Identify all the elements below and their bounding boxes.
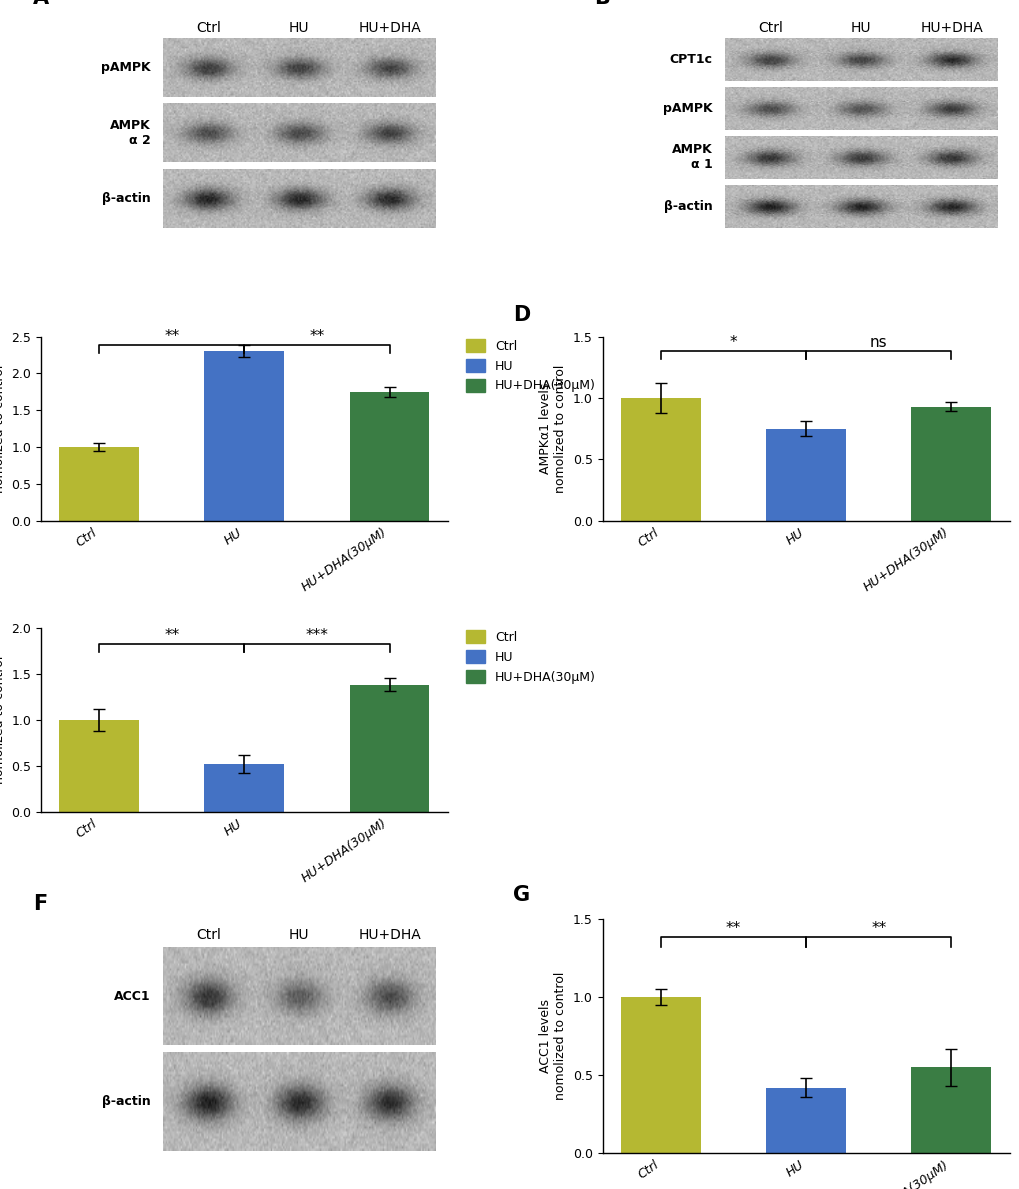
Text: ns: ns	[869, 335, 887, 351]
Bar	[204, 351, 284, 521]
Legend: Ctrl, HU, HU+DHA(30μM): Ctrl, HU, HU+DHA(30μM)	[466, 630, 595, 684]
Text: CPT1c: CPT1c	[668, 52, 712, 65]
Y-axis label: ACC1 levels
nomolized to control: ACC1 levels nomolized to control	[539, 971, 567, 1100]
Text: β-actin: β-actin	[663, 200, 712, 213]
Bar	[204, 765, 284, 812]
Text: pAMPK: pAMPK	[101, 61, 151, 74]
Legend: Ctrl, HU, HU+DHA(30μM): Ctrl, HU, HU+DHA(30μM)	[466, 339, 595, 392]
Text: Ctrl: Ctrl	[196, 929, 221, 942]
Text: D: D	[513, 306, 530, 326]
Text: pAMPK: pAMPK	[662, 102, 712, 115]
Bar	[350, 392, 429, 521]
Text: B: B	[594, 0, 609, 7]
Text: **: **	[870, 921, 886, 936]
Y-axis label: AMPKα2 levels
nomolized to control: AMPKα2 levels nomolized to control	[0, 365, 5, 493]
Text: F: F	[33, 894, 47, 914]
Bar	[621, 996, 700, 1153]
Bar	[621, 398, 700, 521]
Text: A: A	[33, 0, 49, 7]
Text: **: **	[309, 329, 324, 345]
Text: β-actin: β-actin	[102, 191, 151, 205]
Bar	[59, 719, 139, 812]
Text: Ctrl: Ctrl	[196, 20, 221, 34]
Text: HU+DHA: HU+DHA	[359, 20, 421, 34]
Text: **: **	[726, 921, 741, 936]
Text: **: **	[164, 329, 179, 345]
Text: HU: HU	[288, 929, 310, 942]
Bar	[765, 429, 846, 521]
Bar	[765, 1088, 846, 1153]
Bar	[911, 1068, 990, 1153]
Text: **: **	[164, 628, 179, 643]
Y-axis label: Cpt1c levels
nomolized to control: Cpt1c levels nomolized to control	[0, 655, 5, 784]
Text: AMPK
α 2: AMPK α 2	[110, 119, 151, 146]
Text: ACC1: ACC1	[114, 989, 151, 1002]
Text: β-actin: β-actin	[102, 1095, 151, 1108]
Text: *: *	[730, 335, 737, 351]
Bar	[911, 407, 990, 521]
Text: ***: ***	[306, 628, 328, 643]
Text: G: G	[513, 885, 530, 905]
Text: HU+DHA: HU+DHA	[920, 20, 982, 34]
Text: Ctrl: Ctrl	[757, 20, 782, 34]
Y-axis label: AMPKα1 levels
nomolized to control: AMPKα1 levels nomolized to control	[539, 365, 567, 493]
Text: HU: HU	[288, 20, 310, 34]
Text: HU+DHA: HU+DHA	[359, 929, 421, 942]
Bar	[59, 447, 139, 521]
Bar	[350, 685, 429, 812]
Text: AMPK
α 1: AMPK α 1	[672, 144, 712, 171]
Text: HU: HU	[850, 20, 870, 34]
